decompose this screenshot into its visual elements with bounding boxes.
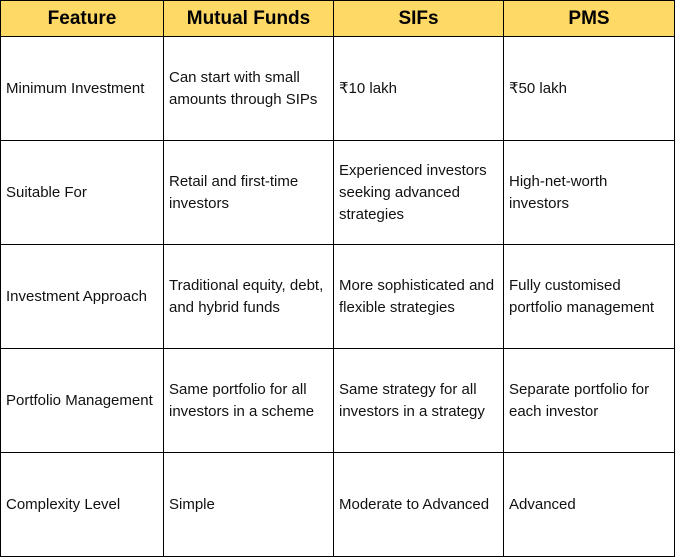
feature-cell: Suitable For — [0, 140, 164, 245]
feature-cell: Minimum Investment — [0, 36, 164, 141]
table-cell: ₹50 lakh — [503, 36, 675, 141]
table-cell: Simple — [163, 452, 334, 557]
feature-cell: Investment Approach — [0, 244, 164, 349]
table-row: Portfolio Management Same portfolio for a… — [0, 348, 675, 453]
header-cell: SIFs — [333, 0, 504, 37]
table-row: Minimum Investment Can start with small a… — [0, 36, 675, 141]
header-cell: Mutual Funds — [163, 0, 334, 37]
table-cell: Experienced investors seeking advanced s… — [333, 140, 504, 245]
table-cell: Moderate to Advanced — [333, 452, 504, 557]
table-cell: High-net-worth investors — [503, 140, 675, 245]
table-cell: Traditional equity, debt, and hybrid fun… — [163, 244, 334, 349]
feature-cell: Complexity Level — [0, 452, 164, 557]
table-cell: Fully customised portfolio management — [503, 244, 675, 349]
table-row: Investment Approach Traditional equity, d… — [0, 244, 675, 349]
table-cell: Advanced — [503, 452, 675, 557]
table-row: Suitable For Retail and first-time invest… — [0, 140, 675, 245]
table-cell: Can start with small amounts through SIP… — [163, 36, 334, 141]
table-cell: More sophisticated and flexible strategi… — [333, 244, 504, 349]
table-cell: Separate portfolio for each investor — [503, 348, 675, 453]
header-cell: PMS — [503, 0, 675, 37]
table-cell: Retail and first-time investors — [163, 140, 334, 245]
table-row: Complexity Level Simple Moderate to Advanc… — [0, 452, 675, 557]
table-cell: ₹10 lakh — [333, 36, 504, 141]
header-cell: Feature — [0, 0, 164, 37]
table-cell: Same strategy for all investors in a str… — [333, 348, 504, 453]
table-cell: Same portfolio for all investors in a sc… — [163, 348, 334, 453]
header-row: Feature Mutual Funds SIFs PMS — [0, 0, 675, 37]
feature-cell: Portfolio Management — [0, 348, 164, 453]
